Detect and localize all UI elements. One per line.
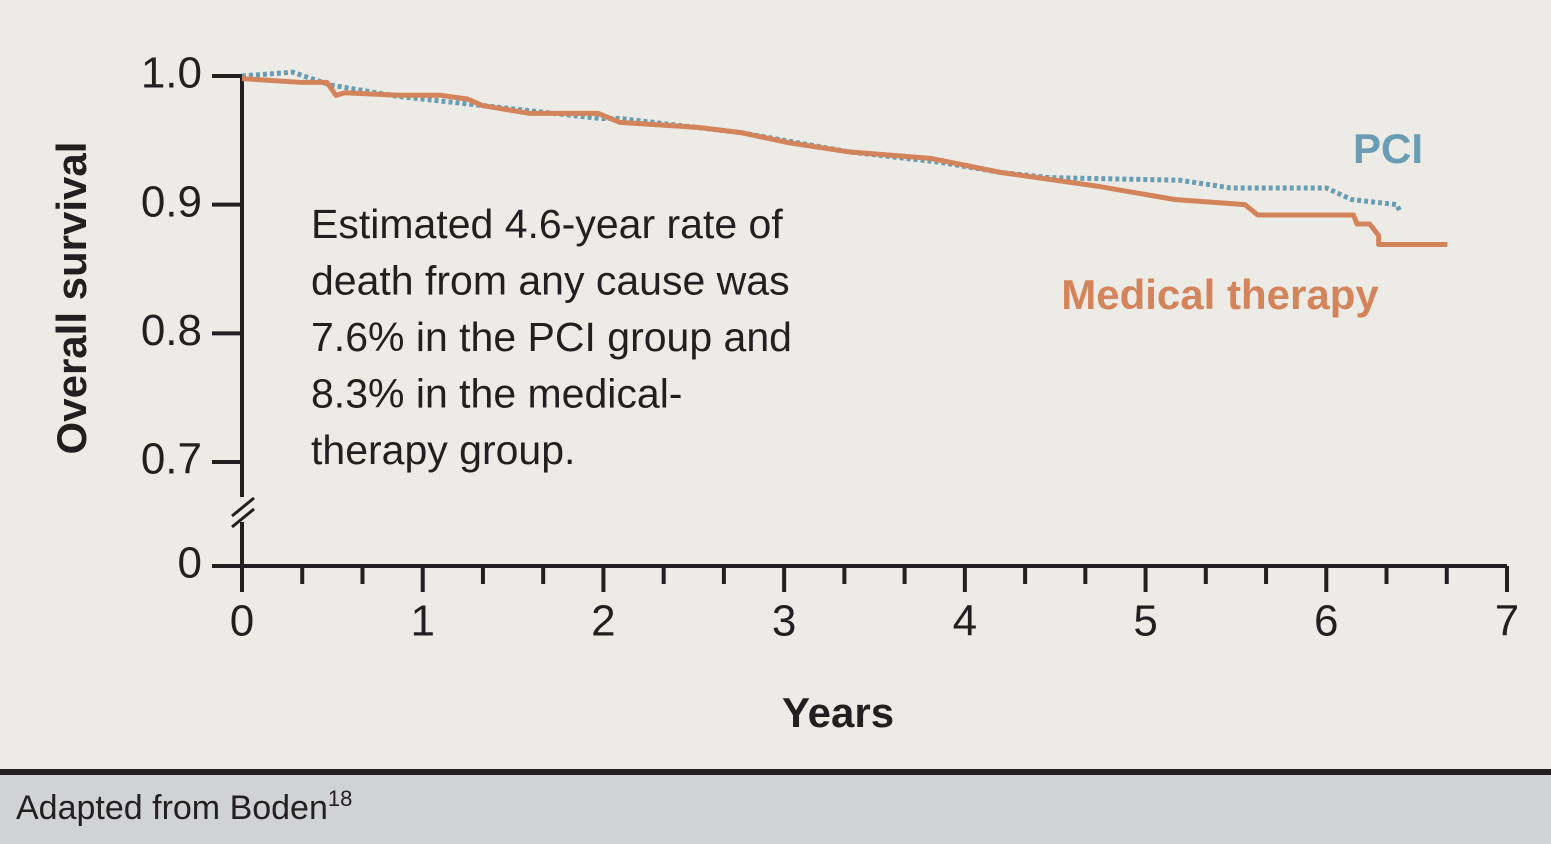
chart-background: [0, 0, 1551, 772]
y-tick-label: 0.9: [141, 177, 202, 226]
series-line: [241, 76, 1448, 248]
footer-background: [0, 772, 1551, 844]
axis-break: [231, 507, 255, 529]
series-label: Medical therapy: [1061, 271, 1379, 318]
annotation-line: therapy group.: [311, 427, 575, 473]
y-tick-label: 0.7: [141, 435, 202, 484]
series-label: PCI: [1353, 125, 1423, 172]
y-tick-label: 0: [178, 539, 202, 588]
source-text: Adapted from Boden: [16, 789, 328, 827]
axis-break: [231, 496, 255, 518]
x-tick-label: 0: [230, 597, 254, 646]
x-tick-label: 7: [1495, 597, 1519, 646]
annotation-line: 7.6% in the PCI group and: [311, 314, 792, 360]
x-tick-label: 2: [591, 597, 615, 646]
annotation-line: Estimated 4.6-year rate of: [311, 201, 783, 247]
y-tick-label: 1.0: [141, 49, 202, 98]
source: Adapted from Boden18: [16, 786, 352, 827]
source-superscript: 18: [328, 786, 352, 811]
y-axis-label: Overall survival: [48, 142, 95, 455]
annotation-line: 8.3% in the medical-: [311, 370, 682, 416]
annotation-line: death from any cause was: [311, 257, 790, 303]
y-tick-label: 0.8: [141, 306, 202, 355]
x-tick-label: 3: [772, 597, 796, 646]
x-tick-label: 6: [1314, 597, 1338, 646]
x-axis-label: Years: [782, 689, 894, 736]
x-tick-label: 1: [410, 597, 434, 646]
x-tick-label: 5: [1133, 597, 1157, 646]
x-tick-label: 4: [953, 597, 977, 646]
